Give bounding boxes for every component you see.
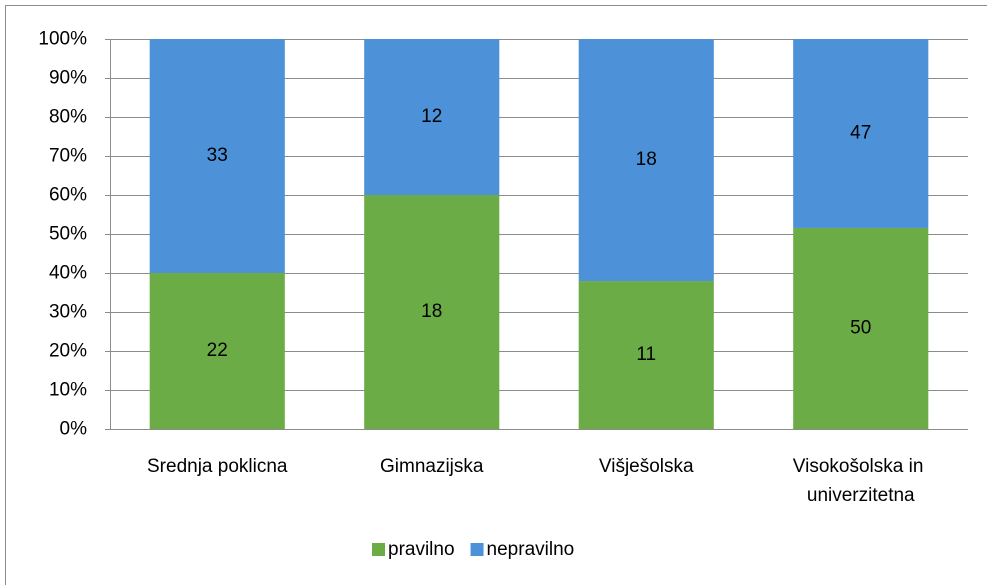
bar-segment — [149, 39, 285, 273]
legend-label: pravilno — [388, 539, 455, 560]
legend-swatch — [372, 543, 385, 556]
data-label: 47 — [850, 123, 871, 144]
bar-segment — [793, 227, 929, 429]
y-tick-label: 90% — [49, 68, 87, 89]
x-tick-label: Višješolska — [599, 456, 694, 477]
y-tick-label: 80% — [49, 107, 87, 128]
bar-segment — [578, 39, 714, 282]
bar-segment — [364, 195, 500, 429]
x-tick-label: Srednja poklicna — [147, 456, 288, 477]
data-label: 33 — [207, 145, 228, 166]
legend-label: nepravilno — [487, 539, 575, 560]
x-tick-label: Visokošolska in univerzitetna — [793, 456, 929, 506]
y-tick-label: 70% — [49, 146, 87, 167]
bar-segment — [578, 281, 714, 429]
legend-swatch — [470, 543, 484, 556]
bar-segment — [364, 39, 500, 195]
y-tick-label: 40% — [49, 263, 87, 284]
chart-frame — [5, 5, 987, 585]
data-label: 12 — [421, 106, 442, 127]
data-label: 22 — [207, 340, 228, 361]
y-tick-label: 60% — [49, 185, 87, 206]
x-tick-label: Gimnazijska — [380, 456, 484, 477]
data-label: 11 — [636, 344, 656, 365]
y-tick-label: 100% — [38, 29, 87, 50]
y-tick-label: 10% — [49, 380, 87, 401]
data-label: 50 — [850, 318, 871, 339]
bar-segment — [793, 39, 929, 228]
bar-segment — [149, 273, 285, 429]
y-tick-label: 50% — [49, 224, 87, 245]
y-tick-label: 20% — [49, 341, 87, 362]
data-label: 18 — [636, 149, 657, 170]
data-label: 18 — [421, 301, 442, 322]
y-tick-label: 30% — [49, 302, 87, 323]
y-tick-label: 0% — [60, 419, 88, 440]
